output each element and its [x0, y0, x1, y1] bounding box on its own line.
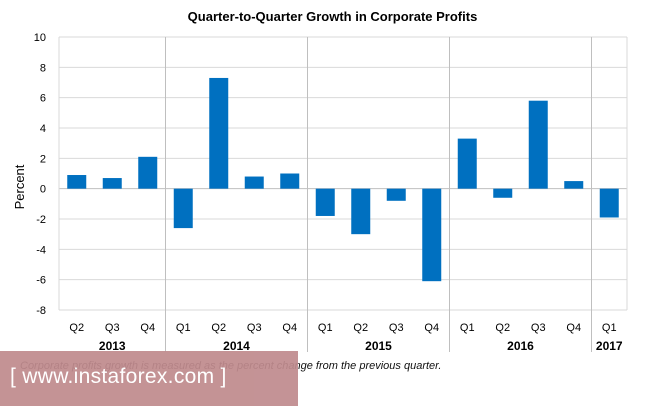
y-tick-label: 8 — [40, 62, 46, 74]
y-tick-label: 6 — [40, 93, 46, 105]
x-tick-label: Q4 — [140, 322, 155, 334]
x-tick-labels: Q2 Q3 Q4 Q1 Q2 Q3 Q4 Q1 Q2 Q3 Q4 Q1 Q2 Q3 Q4 Q1 — [69, 322, 616, 334]
x-tick-label: Q2 — [353, 322, 368, 334]
x-tick-label: Q2 — [211, 322, 226, 334]
y-tick-label: -2 — [36, 214, 46, 226]
bar — [102, 178, 122, 189]
bar — [564, 181, 584, 189]
year-label: 2014 — [223, 339, 250, 353]
year-label: 2017 — [596, 339, 623, 353]
bar — [280, 173, 300, 189]
year-separators — [165, 37, 592, 352]
watermark-banner: [ www.instaforex.com ] — [0, 351, 298, 406]
bar — [386, 188, 406, 201]
chart-title: Quarter-to-Quarter Growth in Corporate P… — [187, 9, 478, 24]
bar — [138, 156, 158, 189]
bar — [67, 175, 87, 189]
x-tick-label: Q1 — [460, 322, 475, 334]
bar — [457, 138, 477, 189]
bar — [315, 188, 335, 216]
y-tick-label: 4 — [40, 123, 46, 135]
bar — [599, 188, 619, 218]
bars — [67, 77, 619, 282]
x-tick-label: Q1 — [318, 322, 333, 334]
y-axis-label: Percent — [12, 164, 27, 209]
year-label: 2016 — [507, 339, 534, 353]
bar — [351, 188, 371, 235]
y-tick-label: 0 — [40, 184, 46, 196]
bar — [244, 176, 264, 189]
x-tick-label: Q2 — [69, 322, 84, 334]
y-tick-label: -8 — [36, 305, 46, 317]
x-tick-label: Q4 — [424, 322, 439, 334]
x-tick-label: Q4 — [282, 322, 297, 334]
x-tick-label: Q3 — [105, 322, 120, 334]
bar — [209, 77, 229, 189]
year-labels: 2013 2014 2015 2016 2017 — [99, 339, 623, 353]
x-tick-label: Q3 — [389, 322, 404, 334]
x-tick-label: Q2 — [495, 322, 510, 334]
bar — [493, 188, 513, 198]
y-tick-label: -6 — [36, 275, 46, 287]
bar — [173, 188, 193, 229]
bar — [422, 188, 442, 282]
year-label: 2013 — [99, 339, 126, 353]
watermark-text: [ www.instaforex.com ] — [10, 365, 227, 388]
x-tick-label: Q4 — [566, 322, 581, 334]
x-tick-label: Q1 — [602, 322, 617, 334]
x-tick-label: Q3 — [247, 322, 262, 334]
y-tick-label: -4 — [36, 244, 46, 256]
bar — [528, 100, 548, 189]
year-label: 2015 — [365, 339, 392, 353]
x-tick-label: Q1 — [176, 322, 191, 334]
y-tick-label: 10 — [34, 32, 46, 44]
y-tick-labels: 10 8 6 4 2 0 -2 -4 -6 -8 — [34, 32, 46, 317]
x-tick-label: Q3 — [531, 322, 546, 334]
y-tick-label: 2 — [40, 153, 46, 165]
